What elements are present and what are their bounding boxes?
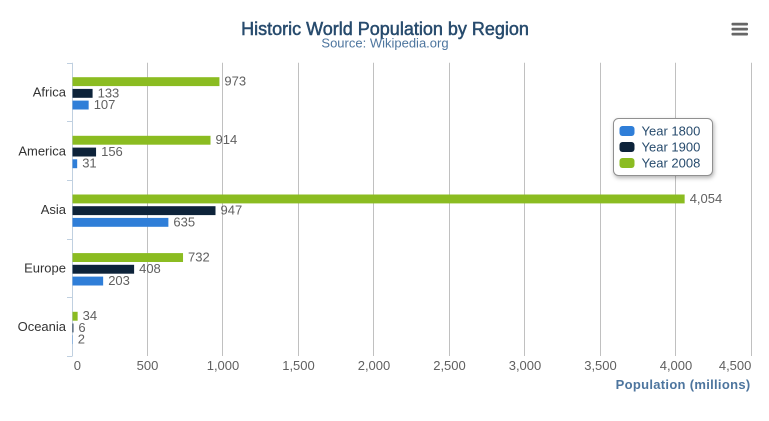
svg-text:Oceania: Oceania [18, 319, 67, 334]
svg-text:0: 0 [74, 358, 81, 373]
svg-text:4,500: 4,500 [719, 358, 752, 373]
svg-text:2,000: 2,000 [358, 358, 391, 373]
svg-text:914: 914 [216, 132, 238, 147]
svg-text:2,500: 2,500 [433, 358, 466, 373]
svg-text:947: 947 [221, 203, 243, 218]
svg-text:635: 635 [173, 214, 195, 229]
svg-text:4,000: 4,000 [660, 358, 693, 373]
svg-text:Europe: Europe [24, 261, 66, 276]
svg-text:500: 500 [137, 358, 159, 373]
svg-text:732: 732 [188, 250, 210, 265]
svg-text:America: America [18, 143, 66, 158]
svg-text:Africa: Africa [33, 85, 67, 100]
svg-text:1,000: 1,000 [207, 358, 240, 373]
svg-text:31: 31 [82, 156, 96, 171]
svg-text:Asia: Asia [41, 202, 67, 217]
svg-text:156: 156 [101, 144, 123, 159]
svg-text:1,500: 1,500 [282, 358, 315, 373]
svg-text:973: 973 [224, 74, 246, 89]
svg-text:408: 408 [139, 261, 161, 276]
svg-text:4,054: 4,054 [690, 191, 723, 206]
svg-text:3,000: 3,000 [509, 358, 542, 373]
svg-text:Year 1800: Year 1800 [642, 124, 701, 139]
svg-text:3,500: 3,500 [584, 358, 617, 373]
svg-text:107: 107 [94, 97, 116, 112]
svg-text:203: 203 [108, 273, 130, 288]
svg-text:Source: Wikipedia.org: Source: Wikipedia.org [321, 36, 448, 51]
svg-text:2: 2 [78, 332, 85, 347]
svg-text:Population (millions): Population (millions) [616, 377, 751, 392]
svg-text:Year 1900: Year 1900 [642, 140, 701, 155]
svg-text:Year 2008: Year 2008 [642, 156, 701, 171]
